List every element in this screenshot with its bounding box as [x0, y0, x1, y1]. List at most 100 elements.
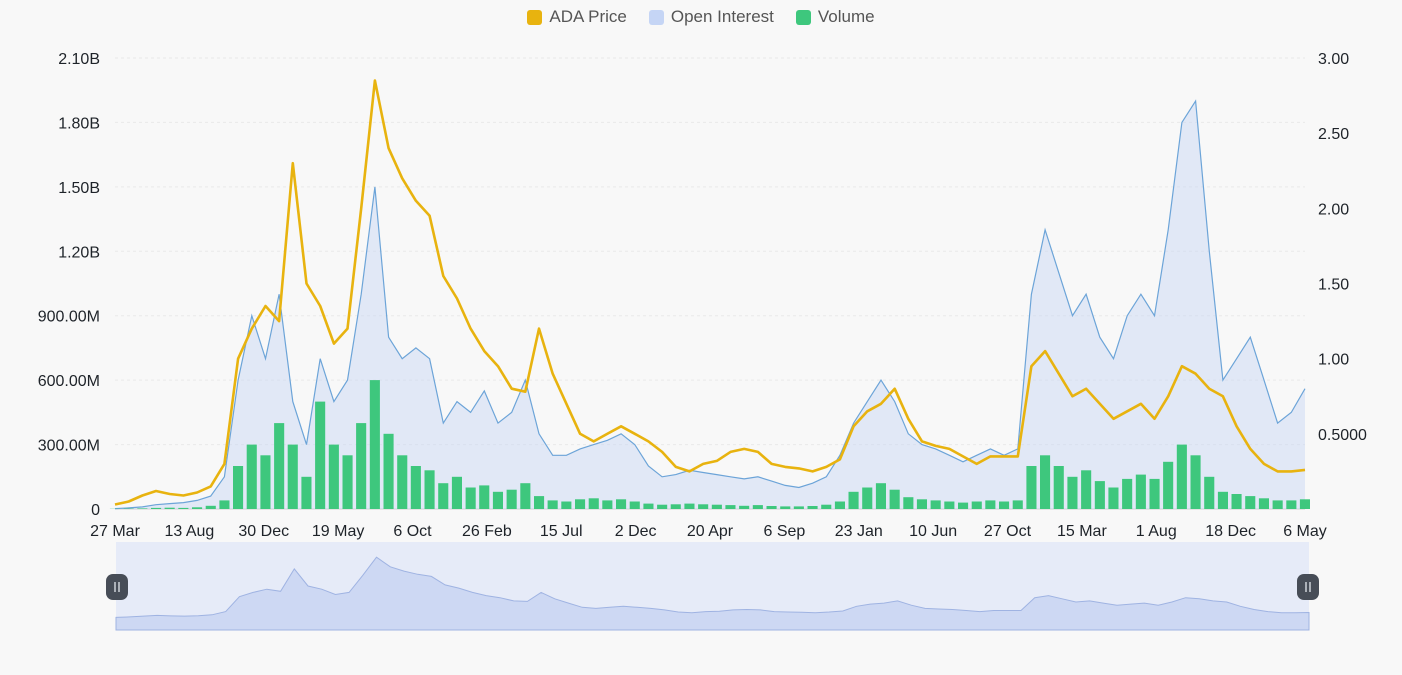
y-left-tick-label: 0 [91, 502, 100, 519]
volume-bar [821, 504, 832, 509]
y-axis-left: 0 300.00M 600.00M 900.00M 1.20B 1.50B 1.80B 2.1… [38, 51, 100, 519]
volume-bar [862, 487, 873, 509]
x-tick-label: 1 Aug [1136, 523, 1177, 540]
x-tick-label: 19 May [312, 523, 364, 540]
x-tick-label: 15 Mar [1057, 523, 1107, 540]
volume-series [109, 380, 1310, 509]
volume-bar [889, 489, 900, 509]
volume-bar [575, 499, 586, 509]
volume-bar [1245, 496, 1256, 509]
y-axis-right: 0.5000 1.00 1.50 2.00 2.50 3.00 [1318, 51, 1367, 444]
y-left-tick-label: 900.00M [38, 309, 100, 326]
navigator-handle-right[interactable] [1297, 574, 1319, 600]
legend-item-ada-price[interactable]: ADA Price [527, 7, 627, 27]
volume-bar [561, 501, 572, 509]
volume-bar [424, 470, 435, 509]
x-axis: 27 Mar 13 Aug 30 Dec 19 May 6 Oct 26 Feb 15 Ju… [90, 523, 1327, 540]
x-tick-label: 27 Oct [984, 523, 1032, 540]
navigator-handle-left[interactable] [106, 574, 128, 600]
legend-label-open-interest: Open Interest [670, 7, 774, 26]
volume-bar [151, 507, 162, 509]
volume-bar [602, 500, 613, 509]
legend-swatch-ada-price [527, 9, 543, 25]
x-tick-label: 2 Dec [615, 523, 657, 540]
volume-bar [287, 444, 298, 509]
volume-bar [534, 496, 545, 509]
volume-bar [1026, 466, 1037, 509]
volume-bar [629, 501, 640, 509]
y-right-tick-label: 2.00 [1318, 201, 1349, 218]
legend-label-ada-price: ADA Price [549, 7, 627, 26]
volume-bar [219, 500, 230, 509]
volume-bar [1286, 500, 1297, 509]
volume-bar [451, 476, 462, 509]
volume-bar [903, 497, 914, 509]
volume-bar [479, 485, 490, 509]
volume-bar [1176, 444, 1187, 509]
volume-bar [1094, 481, 1105, 509]
open-interest-series [114, 99, 1306, 510]
volume-bar [520, 483, 531, 509]
legend-label-volume: Volume [817, 7, 875, 26]
y-left-tick-label: 1.80B [58, 115, 100, 132]
volume-bar [1190, 455, 1201, 509]
volume-bar [766, 506, 777, 509]
volume-bar [657, 504, 668, 509]
volume-bar [1217, 491, 1228, 509]
volume-bar [233, 466, 244, 509]
volume-bar [588, 498, 599, 509]
x-tick-label: 18 Dec [1205, 523, 1256, 540]
volume-bar [397, 455, 408, 509]
volume-bar [971, 501, 982, 509]
volume-bar [875, 483, 886, 509]
open-interest-area [115, 101, 1305, 509]
x-tick-label: 6 May [1283, 523, 1327, 540]
volume-bar [739, 505, 750, 509]
volume-bar [1163, 461, 1174, 509]
volume-bar [465, 487, 476, 509]
x-tick-label: 20 Apr [687, 523, 734, 540]
volume-bar [1272, 500, 1283, 509]
volume-bar [944, 501, 955, 509]
volume-bar [1122, 478, 1133, 509]
volume-bar [1067, 476, 1078, 509]
legend-item-open-interest[interactable]: Open Interest [648, 7, 774, 27]
y-right-tick-label: 1.00 [1318, 352, 1349, 369]
volume-bar [301, 476, 312, 509]
volume-bar [178, 507, 189, 509]
volume-bar [410, 466, 421, 509]
volume-bar [725, 505, 736, 509]
volume-bar [274, 423, 285, 509]
volume-bar [780, 506, 791, 509]
volume-bar [999, 501, 1010, 509]
y-left-tick-label: 600.00M [38, 373, 100, 390]
volume-bar [930, 500, 941, 509]
y-right-tick-label: 2.50 [1318, 126, 1349, 143]
volume-bar [438, 483, 449, 509]
volume-bar [328, 444, 339, 509]
y-left-tick-label: 1.50B [58, 180, 100, 197]
legend-swatch-open-interest [648, 9, 664, 25]
x-tick-label: 6 Sep [763, 523, 805, 540]
y-right-tick-label: 1.50 [1318, 277, 1349, 294]
volume-bar [1299, 499, 1310, 509]
volume-bar [793, 506, 804, 509]
open-interest-line [114, 99, 1306, 510]
volume-bar [1135, 474, 1146, 509]
ada-price-line [114, 79, 1306, 506]
legend-item-volume[interactable]: Volume [795, 7, 875, 27]
y-left-tick-label: 300.00M [38, 438, 100, 455]
volume-bar [1040, 455, 1051, 509]
volume-bar [698, 504, 709, 509]
y-right-tick-label: 3.00 [1318, 51, 1349, 68]
volume-bar [506, 489, 517, 509]
volume-bar [246, 444, 257, 509]
volume-bar [1081, 470, 1092, 509]
range-navigator[interactable] [106, 542, 1319, 631]
volume-bar [616, 499, 627, 509]
volume-bar [356, 423, 367, 509]
volume-bar [205, 505, 216, 509]
volume-bar [643, 503, 654, 509]
